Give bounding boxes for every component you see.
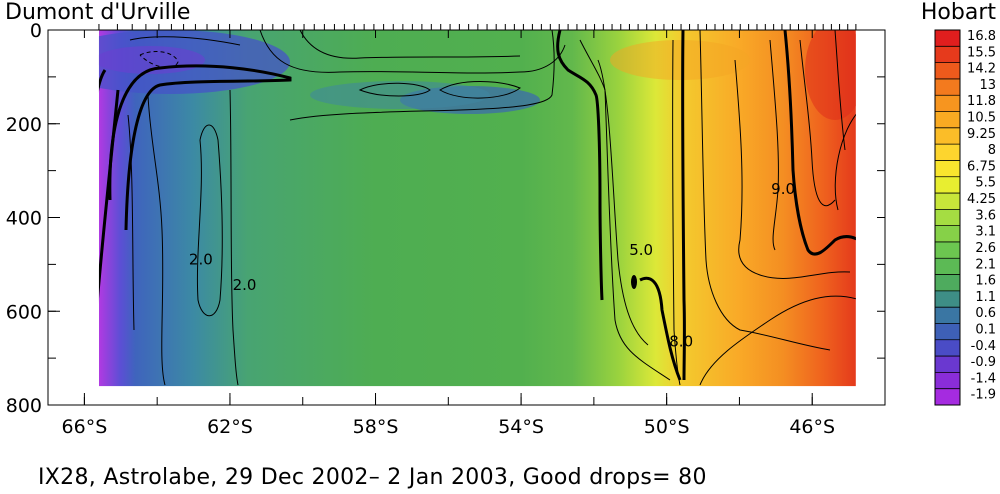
colorbar-label: 0.1 <box>975 322 996 337</box>
winter-water-band <box>310 81 490 109</box>
colorbar-label: 14.2 <box>967 62 996 77</box>
axes: 66°S 62°S 58°S 54°S 50°S 46°S 0 200 400 600 800 <box>6 20 886 438</box>
colorbar-label: 3.1 <box>975 225 996 240</box>
right-station-label: Hobart <box>921 0 996 25</box>
no-data-region <box>99 386 856 396</box>
colorbar-label: 1.6 <box>975 274 996 289</box>
colorbar: 16.815.514.21311.810.59.2586.755.54.253.… <box>934 29 996 406</box>
warm-surface-patch <box>610 40 750 80</box>
colorbar-swatch <box>935 323 960 341</box>
colorbar-label: 13 <box>979 78 996 93</box>
colorbar-swatch <box>935 209 960 227</box>
colorbar-swatch <box>935 274 960 292</box>
colorbar-swatch <box>935 62 960 80</box>
colorbar-label: 15.5 <box>967 45 996 60</box>
x-tick-label: 50°S <box>644 416 690 438</box>
colorbar-swatch <box>935 46 960 64</box>
left-station-label: Dumont d'Urville <box>5 0 190 25</box>
colorbar-label: -0.4 <box>971 339 996 354</box>
y-tick-label: 200 <box>6 114 42 136</box>
colorbar-swatch <box>935 78 960 96</box>
colorbar-frame <box>934 29 961 406</box>
contour-label: 8.0 <box>669 332 693 350</box>
colorbar-swatch <box>935 111 960 129</box>
contour-label: 9.0 <box>771 180 795 198</box>
cruise-caption: IX28, Astrolabe, 29 Dec 2002– 2 Jan 2003… <box>38 465 707 490</box>
colorbar-label: 9.25 <box>967 127 996 142</box>
colorbar-swatch <box>935 144 960 161</box>
contour-lines <box>98 30 856 386</box>
colorbar-swatch <box>935 193 960 210</box>
colorbar-label: -1.4 <box>971 371 996 386</box>
contour-label: 5.0 <box>629 241 653 259</box>
colorbar-label: 2.1 <box>975 257 996 272</box>
y-tick-label: 400 <box>6 208 42 230</box>
x-tick-label: 66°S <box>62 416 108 438</box>
contour-label: 2.0 <box>233 276 257 294</box>
x-tick-label: 46°S <box>789 416 835 438</box>
colorbar-label: 5.5 <box>975 176 996 191</box>
colorbar-label: 6.75 <box>967 159 996 174</box>
colorbar-label: 8 <box>988 143 996 158</box>
colorbar-swatch <box>935 388 960 406</box>
colorbar-label: 2.6 <box>975 241 996 256</box>
colorbar-swatch <box>935 258 960 276</box>
colorbar-swatch <box>935 339 960 357</box>
colorbar-swatch <box>935 127 960 145</box>
colorbar-swatch <box>935 176 960 194</box>
colorbar-swatch <box>935 95 960 113</box>
y-tick-label: 0 <box>30 20 42 42</box>
x-tick-label: 58°S <box>353 416 399 438</box>
colorbar-swatch <box>935 307 960 324</box>
colorbar-swatch <box>935 356 960 373</box>
y-tick-label: 800 <box>6 395 42 417</box>
colorbar-label: 10.5 <box>967 111 996 126</box>
colorbar-label: 16.8 <box>967 29 996 44</box>
colorbar-swatch <box>935 290 960 308</box>
x-tick-label: 62°S <box>207 416 253 438</box>
colorbar-swatch <box>935 372 960 390</box>
colorbar-swatch <box>935 241 960 259</box>
colorbar-label: 4.25 <box>967 192 996 207</box>
colorbar-swatch <box>935 160 960 178</box>
colorbar-label: -1.9 <box>971 388 996 403</box>
colorbar-label: 3.6 <box>975 208 996 223</box>
contour-label: 2.0 <box>189 250 213 268</box>
colorbar-label: 1.1 <box>975 290 996 305</box>
colorbar-label: 11.8 <box>967 94 996 109</box>
contour-labels: 2.0 2.0 5.0 8.0 9.0 <box>189 180 795 350</box>
colorbar-label: 0.6 <box>975 306 996 321</box>
y-tick-label: 600 <box>6 301 42 323</box>
xbt-drop-ticks <box>98 24 857 30</box>
x-tick-label: 54°S <box>498 416 544 438</box>
colorbar-swatch <box>935 225 960 243</box>
warm-core <box>805 30 856 120</box>
colorbar-swatch <box>935 30 960 47</box>
temperature-field <box>98 30 856 396</box>
colorbar-label: -0.9 <box>971 355 996 370</box>
